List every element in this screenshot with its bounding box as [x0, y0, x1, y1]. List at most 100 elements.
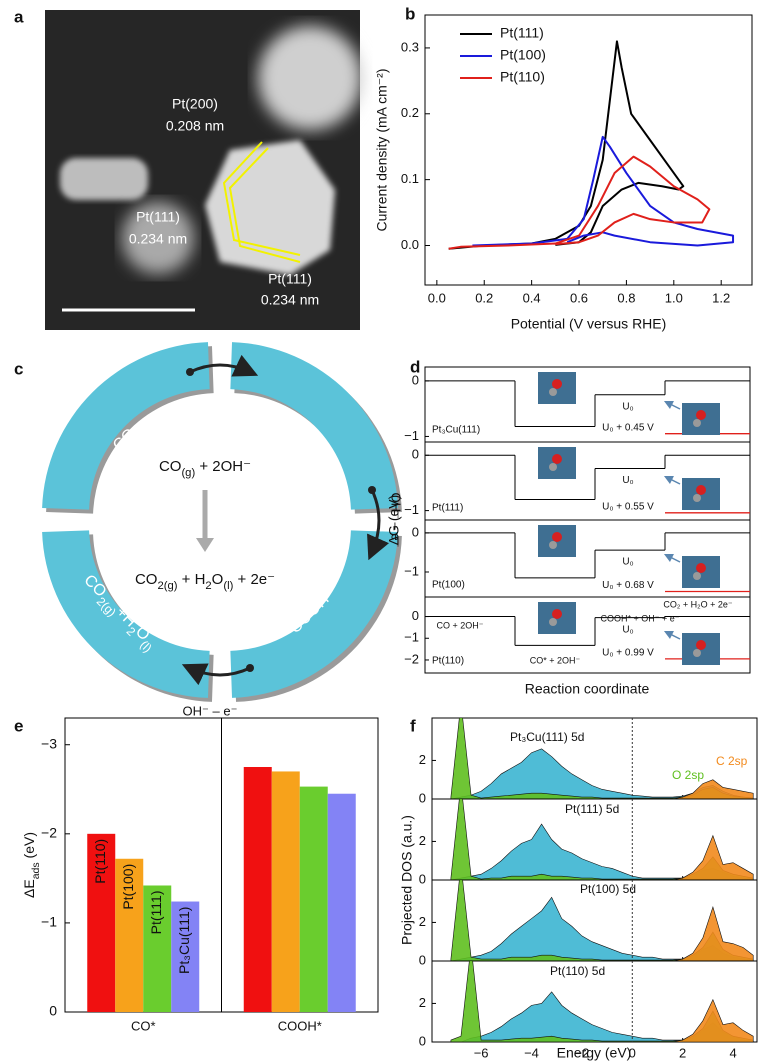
scheme-equation-part: CO: [159, 458, 182, 475]
scheme-equation: CO2(g) + H2O(l) + 2e⁻: [135, 571, 275, 592]
scheme-equation-part: (g): [181, 467, 195, 479]
subplot-name: Pt(111): [432, 503, 463, 514]
dos-area: [450, 834, 754, 880]
y-axis-label: ΔEads (eV): [21, 832, 42, 898]
bar-series-label: Pt(111): [148, 890, 164, 934]
series-label: Pt(100) 5d: [580, 882, 636, 896]
pointer-arrow: [663, 630, 681, 640]
y-tick-label: −1: [404, 428, 419, 443]
y-tick-label: −3: [41, 735, 57, 751]
dos-area: [450, 998, 754, 1042]
series-label: Pt₃Cu(111) 5d: [510, 730, 584, 744]
panel-label: f: [410, 716, 416, 735]
y-tick-label: 0: [419, 790, 426, 805]
y-tick-label: 2: [419, 914, 426, 929]
scheme-equation-part: CO: [135, 571, 158, 588]
legend-label: Pt(110): [500, 69, 545, 85]
scheme-equation-part: O: [212, 571, 224, 588]
state-label: CO₂ + H₂O + 2e⁻: [663, 599, 733, 609]
x-tick-label: 1.2: [712, 290, 730, 305]
x-tick-label: 0.8: [617, 290, 635, 305]
y-tick-label: 2: [419, 752, 426, 767]
y-axis-label: Current density (mA cm⁻²): [374, 69, 390, 232]
bar: [299, 786, 328, 1012]
y-tick-label: 2: [419, 833, 426, 848]
scheme-segment: [42, 530, 210, 698]
legend-label: Pt(100): [500, 47, 546, 63]
y-tick-label: 0: [49, 1003, 57, 1019]
y-axis-label-part: (eV): [21, 832, 37, 862]
bar: [115, 858, 144, 1012]
atom: [693, 419, 701, 427]
subplot-name: Pt(100): [432, 580, 465, 591]
scheme-segment: [230, 342, 398, 510]
bar: [143, 885, 172, 1012]
dos-area: [450, 779, 754, 799]
y-tick-label: 0.0: [401, 237, 419, 252]
y-tick-label: 0: [419, 952, 426, 967]
step-label: U₀: [622, 475, 633, 486]
bar: [243, 767, 272, 1012]
atom: [549, 463, 557, 471]
x-tick-label: 0: [629, 1045, 636, 1060]
bar: [271, 771, 300, 1012]
step-label: U₀ + 0.55 V: [602, 501, 654, 512]
y-tick-label: 0: [412, 608, 419, 623]
state-label: CO* + 2OH⁻: [530, 655, 581, 665]
y-tick-label: −1: [404, 502, 419, 517]
atom: [552, 532, 562, 542]
atom: [552, 379, 562, 389]
series-label: Pt(110) 5d: [550, 964, 605, 978]
x-axis-label: Energy (eV): [557, 1045, 632, 1061]
scheme-arrow: [181, 663, 251, 686]
y-tick-label: 0: [412, 372, 419, 387]
y-tick-label: 0.3: [401, 39, 419, 54]
micrograph-label: Pt(111): [268, 271, 312, 287]
scheme-equation-part: 2: [205, 580, 211, 592]
x-tick-label: −4: [524, 1045, 539, 1060]
dos-panel: [450, 799, 754, 880]
step-label: U₀: [622, 624, 633, 635]
step-label: U₀ + 0.99 V: [602, 648, 654, 659]
panel-label: a: [14, 7, 24, 26]
y-tick-label: 0.2: [401, 105, 419, 120]
cv-line: [448, 40, 685, 250]
scheme-equation-part: + H: [177, 571, 205, 588]
y-tick-label: −2: [404, 651, 419, 666]
panel-label: b: [405, 4, 415, 23]
y-tick-label: −1: [404, 630, 419, 645]
atom: [693, 572, 701, 580]
y-tick-label: −1: [404, 563, 419, 578]
series-label: C 2sp: [716, 754, 748, 768]
y-tick-label: −1: [41, 914, 57, 930]
micrograph-label: Pt(200): [172, 96, 218, 112]
atom: [552, 454, 562, 464]
bar-series-label: Pt(100): [120, 864, 136, 910]
x-tick-label: 4: [729, 1045, 736, 1060]
scheme-step: OH⁻ – e⁻: [389, 493, 404, 548]
y-axis-label-part: ads: [30, 862, 42, 879]
micrograph: [45, 10, 362, 330]
micrograph-label: Pt(111): [136, 209, 180, 225]
scheme-center-arrowhead: [196, 538, 214, 552]
x-tick-label: −6: [474, 1045, 489, 1060]
x-axis-label: Potential (V versus RHE): [511, 316, 667, 332]
scheme-dot: [246, 664, 254, 672]
dos-panel: [450, 718, 754, 799]
atom: [549, 541, 557, 549]
step-label: U₀ + 0.45 V: [602, 422, 654, 433]
y-tick-label: 0.1: [401, 171, 419, 186]
bar-series-label: Pt₃Cu(111): [176, 907, 192, 974]
dos-panel: [450, 880, 754, 961]
scheme-equation-part: + 2OH⁻: [195, 458, 251, 475]
scheme-arrow: [189, 354, 259, 377]
state-label: CO + 2OH⁻: [436, 620, 483, 630]
dos-area: [450, 905, 754, 961]
scheme-dot: [186, 368, 194, 376]
dos-panel: [450, 961, 754, 1042]
scheme-equation: CO(g) + 2OH⁻: [159, 458, 251, 479]
atom: [696, 410, 706, 420]
y-tick-label: 0: [412, 524, 419, 539]
step-label: U₀: [622, 557, 633, 568]
